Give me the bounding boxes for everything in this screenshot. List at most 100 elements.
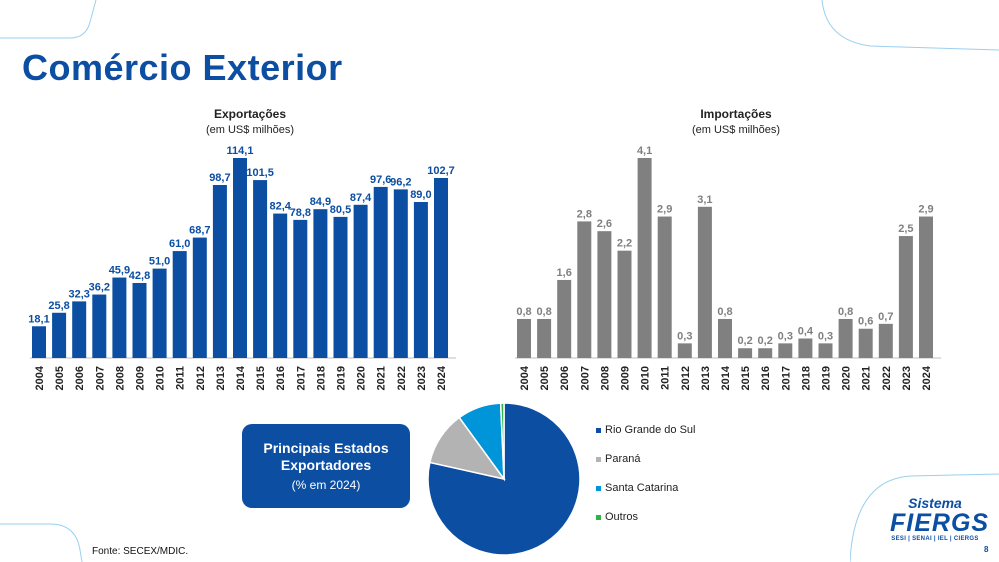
bar — [898, 236, 913, 358]
data-label: 4,1 — [637, 145, 652, 157]
tick-label: 2004 — [34, 365, 46, 390]
bar — [253, 180, 268, 358]
tick-label: 2017 — [295, 366, 307, 390]
tick-label: 2014 — [235, 365, 247, 390]
tick-label: 2011 — [175, 366, 187, 390]
bar — [818, 343, 833, 358]
tick-label: 2010 — [640, 366, 652, 390]
bar — [537, 318, 552, 358]
data-label: 18,1 — [28, 313, 49, 325]
tick-label: 2019 — [336, 366, 348, 390]
bar — [637, 158, 652, 358]
legend-item: Santa Catarina — [596, 482, 696, 511]
data-label: 0,3 — [818, 330, 833, 342]
tick-label: 2012 — [195, 366, 207, 390]
data-label: 78,8 — [290, 207, 311, 219]
bar — [373, 186, 388, 358]
bar — [212, 184, 227, 358]
tick-label: 2014 — [720, 365, 732, 390]
tick-label: 2018 — [315, 366, 327, 390]
data-label: 51,0 — [149, 256, 170, 268]
logo-line-3: SESI | SENAI | IEL | CIERGS — [891, 536, 979, 542]
exporting-states-badge: Principais Estados Exportadores (% em 20… — [242, 424, 410, 508]
data-label: 2,9 — [918, 204, 933, 216]
tick-label: 2004 — [519, 365, 531, 390]
tick-label: 2021 — [861, 366, 873, 390]
tick-label: 2009 — [620, 366, 632, 390]
tick-label: 2008 — [599, 366, 611, 390]
legend-swatch — [596, 515, 601, 520]
data-label: 2,8 — [577, 208, 592, 220]
bar — [677, 343, 692, 358]
data-label: 97,6 — [370, 174, 391, 186]
tick-label: 2024 — [436, 365, 448, 390]
bar — [52, 312, 67, 358]
tick-label: 2013 — [700, 366, 712, 390]
tick-label: 2022 — [396, 366, 408, 390]
legend-swatch — [596, 428, 601, 433]
bar — [878, 323, 893, 358]
data-label: 61,0 — [169, 238, 190, 250]
tick-label: 2016 — [760, 366, 772, 390]
tick-label: 2013 — [215, 366, 227, 390]
pie-slice — [499, 402, 505, 480]
bar — [413, 201, 428, 358]
bar — [838, 318, 853, 358]
bar — [152, 268, 167, 358]
imports-chart-subtitle: (em US$ milhões) — [691, 124, 781, 136]
page-title: Comércio Exterior — [22, 47, 343, 88]
bar — [597, 231, 612, 358]
tick-label: 2007 — [579, 366, 591, 390]
corner-decoration-bottom-right — [850, 473, 999, 562]
data-label: 68,7 — [189, 225, 210, 237]
data-label: 101,5 — [246, 167, 274, 179]
exports-bar-chart: 18,1 2004 25,8 2005 32,3 2006 36,2 2007 45,9 2008… — [28, 145, 457, 390]
badge-line-1: Principais Estados — [263, 440, 389, 456]
bar — [313, 209, 328, 358]
tick-label: 2022 — [881, 366, 893, 390]
source-note: Fonte: SECEX/MDIC. — [92, 546, 189, 557]
legend-swatch — [596, 457, 601, 462]
bar — [434, 177, 448, 358]
tick-label: 2009 — [135, 366, 147, 390]
data-label: 36,2 — [89, 282, 110, 294]
data-label: 84,9 — [310, 196, 331, 208]
imports-chart-title: Importações — [700, 107, 772, 121]
tick-label: 2023 — [416, 366, 428, 390]
legend-label-santa-catarina: Santa Catarina — [605, 482, 679, 494]
bar — [353, 204, 368, 358]
data-label: 102,7 — [427, 165, 455, 177]
bar — [738, 348, 753, 358]
legend-label-outros: Outros — [605, 511, 639, 523]
bar — [617, 250, 632, 358]
tick-label: 2008 — [114, 366, 126, 390]
bar — [112, 277, 127, 358]
data-label: 0,3 — [778, 330, 793, 342]
exports-chart-title-block: Exportações (em US$ milhões) — [150, 106, 350, 138]
bar — [192, 237, 207, 358]
badge-line-2: Exportadores — [280, 457, 372, 473]
tick-label: 2010 — [155, 366, 167, 390]
data-label: 0,2 — [737, 335, 752, 347]
tick-label: 2021 — [376, 366, 388, 390]
tick-label: 2005 — [539, 366, 551, 390]
bar — [233, 158, 247, 358]
logo-line-1: Sistema — [908, 495, 962, 511]
data-label: 114,1 — [227, 145, 254, 157]
page-number: 8 — [984, 545, 989, 554]
legend-label-parana: Paraná — [605, 453, 641, 465]
tick-label: 2012 — [680, 366, 692, 390]
bar — [393, 189, 408, 358]
bar — [718, 318, 732, 358]
data-label: 2,5 — [898, 223, 913, 235]
bar — [919, 216, 933, 358]
data-label: 0,4 — [798, 325, 814, 337]
bar — [697, 206, 712, 358]
data-label: 3,1 — [697, 194, 712, 206]
tick-label: 2011 — [660, 366, 672, 390]
tick-label: 2007 — [94, 366, 106, 390]
bar — [557, 279, 572, 358]
tick-label: 2006 — [74, 366, 86, 390]
tick-label: 2006 — [559, 366, 571, 390]
data-label: 0,8 — [717, 306, 732, 318]
